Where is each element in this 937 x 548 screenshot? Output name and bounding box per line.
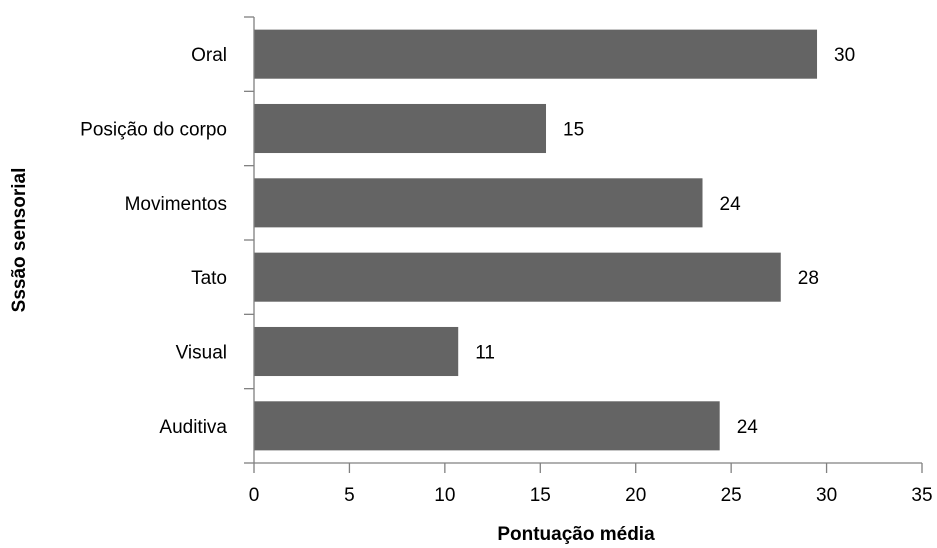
- x-tick-label: 0: [249, 485, 260, 506]
- category-label: Posição do corpo: [80, 120, 227, 141]
- category-label: Tato: [191, 268, 227, 289]
- category-label: Movimentos: [125, 194, 227, 215]
- category-label: Oral: [191, 45, 227, 66]
- bars-group: [254, 29, 818, 451]
- bar: [254, 103, 547, 154]
- x-tick-label: 35: [911, 485, 932, 506]
- data-label: 15: [563, 120, 584, 141]
- bar: [254, 326, 459, 377]
- x-tick-label: 5: [344, 485, 355, 506]
- y-axis-title: Sssão sensorial: [9, 168, 30, 313]
- category-labels: Oral Posição do corpo Movimentos Tato Visua…: [80, 45, 227, 438]
- data-label: 28: [798, 268, 819, 289]
- x-tick-label: 10: [434, 485, 455, 506]
- category-label: Auditiva: [159, 417, 227, 438]
- data-labels: 30 15 24 28 11 24: [475, 45, 855, 438]
- x-axis-ticks: [253, 463, 923, 473]
- data-label: 11: [475, 343, 495, 364]
- x-axis-title: Pontuação média: [497, 524, 655, 545]
- data-label: 30: [834, 45, 855, 66]
- category-label: Visual: [176, 343, 227, 364]
- bar: [254, 29, 818, 79]
- x-tick-label: 20: [625, 485, 646, 506]
- data-label: 24: [737, 417, 759, 438]
- x-tick-label: 15: [530, 485, 551, 506]
- x-axis-tick-labels: 0 5 10 15 20 25 30 35: [249, 485, 933, 506]
- bar: [254, 252, 781, 302]
- data-label: 24: [720, 194, 742, 215]
- bar: [254, 401, 720, 451]
- y-axis-ticks: [244, 16, 254, 464]
- x-tick-label: 30: [816, 485, 837, 506]
- bar: [254, 178, 703, 228]
- x-tick-label: 25: [721, 485, 742, 506]
